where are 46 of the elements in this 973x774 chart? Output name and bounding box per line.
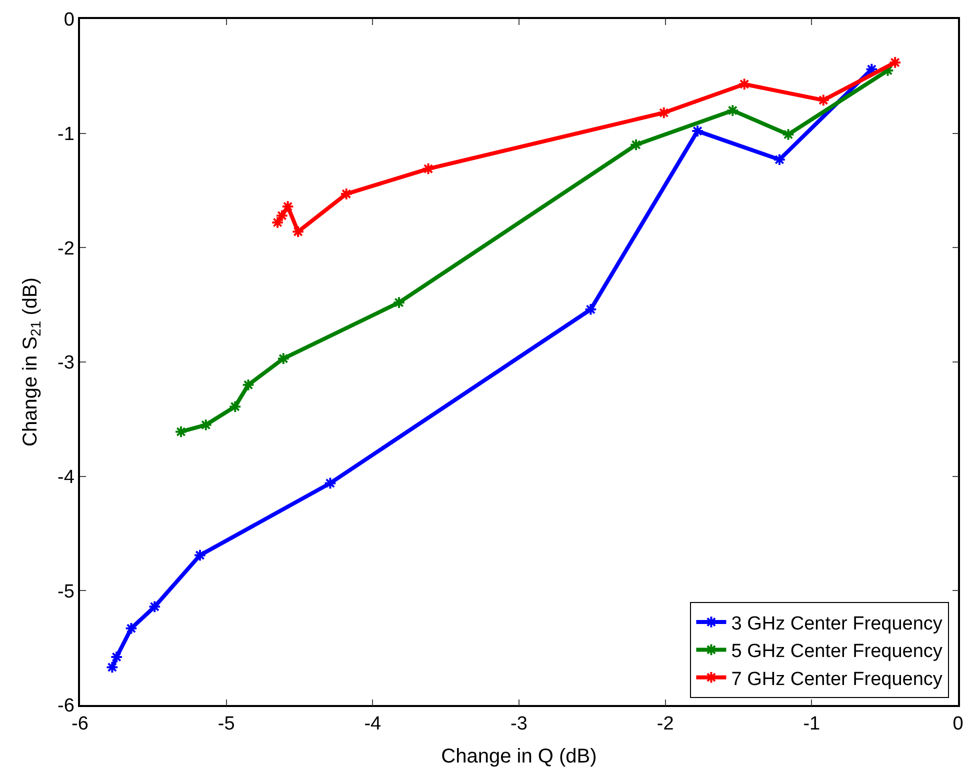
x-axis-title: Change in Q (dB) [441,746,597,768]
legend-label: 7 GHz Center Frequency [731,668,943,690]
legend-label: 3 GHz Center Frequency [731,613,943,634]
point [106,660,119,674]
point [277,352,290,365]
y-tick-label: -3 [58,352,74,374]
point [340,188,353,200]
point [271,216,284,229]
point [691,124,704,138]
x-tick-label: -2 [656,714,674,735]
legend-label: 5 GHz Center Frequency [731,641,943,662]
y-tick-label: -6 [58,696,74,717]
x-tick-label: -4 [364,714,382,735]
y-tick-label: -1 [58,124,74,145]
point [422,162,435,176]
point [110,650,123,664]
point [630,138,642,152]
point [584,303,598,316]
point [194,548,206,562]
point [292,225,304,238]
y-tick-label: -2 [58,238,74,260]
y-tick-label: -5 [58,581,74,602]
point [773,153,786,166]
point [199,418,212,432]
point [888,56,902,69]
point [657,106,670,120]
point [228,400,242,413]
point [242,378,255,392]
point [124,622,138,635]
point [726,104,740,117]
x-tick-label: -1 [803,714,820,735]
x-tick-label: 0 [952,714,964,735]
y-tick-label: 0 [64,10,74,31]
point [174,425,188,438]
x-tick-label: -5 [218,714,235,735]
point [276,209,288,222]
x-tick-label: -3 [510,714,528,735]
point [281,200,294,213]
point [738,78,751,91]
y-tick-label: -4 [58,466,75,488]
point [816,94,830,107]
point [782,128,795,141]
point [392,296,406,309]
x-tick-label: -6 [72,714,88,735]
point [148,600,162,614]
point [324,476,337,490]
